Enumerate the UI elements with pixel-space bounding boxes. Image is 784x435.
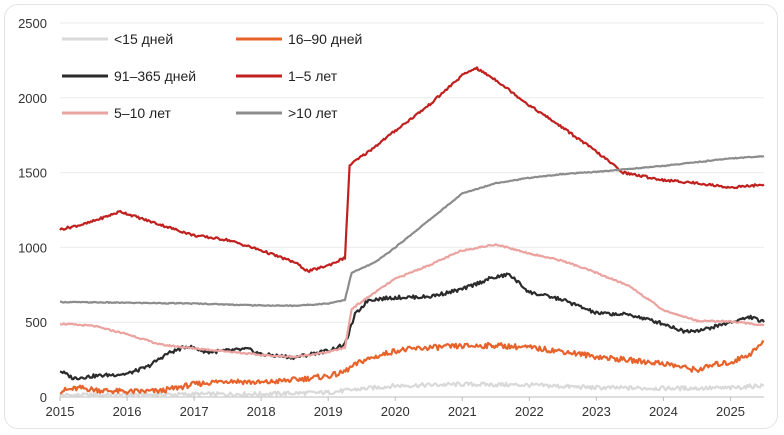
x-tick-label: 2022 bbox=[515, 404, 544, 419]
gridlines bbox=[60, 22, 764, 398]
x-tick-label: 2020 bbox=[381, 404, 410, 419]
legend-label: 91–365 дней bbox=[114, 68, 196, 84]
legend-label: <15 дней bbox=[114, 31, 173, 47]
x-axis-ticks: 2015 2016 2017 2018 2019 2020 2021 2022 2023 2024… bbox=[46, 397, 745, 419]
y-tick-label: 1000 bbox=[18, 240, 47, 255]
series-line bbox=[59, 272, 765, 381]
x-tick-label: 2015 bbox=[46, 404, 75, 419]
legend-label: >10 лет bbox=[288, 105, 338, 121]
y-tick-label: 500 bbox=[25, 315, 47, 330]
legend: <15 дней 16–90 дней 91–365 дней 1–5 лет 5–10… bbox=[62, 31, 362, 121]
series-line bbox=[59, 243, 765, 359]
y-tick-label: 2000 bbox=[18, 91, 47, 106]
legend-label: 1–5 лет bbox=[288, 68, 338, 84]
series-line bbox=[59, 155, 765, 308]
x-tick-label: 2017 bbox=[180, 404, 209, 419]
x-tick-label: 2024 bbox=[649, 404, 678, 419]
series-line bbox=[59, 381, 764, 399]
x-tick-label: 2018 bbox=[247, 404, 276, 419]
x-tick-label: 2019 bbox=[314, 404, 343, 419]
y-tick-label: 0 bbox=[40, 390, 47, 405]
legend-label: 16–90 дней bbox=[288, 31, 362, 47]
x-tick-label: 2016 bbox=[113, 404, 142, 419]
series-line bbox=[59, 340, 765, 395]
x-tick-label: 2025 bbox=[716, 404, 745, 419]
x-tick-label: 2023 bbox=[582, 404, 611, 419]
y-axis-ticks: 0 500 1000 1500 2000 2500 bbox=[18, 16, 47, 405]
legend-label: 5–10 лет bbox=[114, 105, 172, 121]
series-lines bbox=[59, 66, 765, 399]
series-line bbox=[59, 66, 765, 273]
x-tick-label: 2021 bbox=[448, 404, 477, 419]
y-tick-label: 1500 bbox=[18, 166, 47, 181]
y-tick-label: 2500 bbox=[18, 16, 47, 31]
